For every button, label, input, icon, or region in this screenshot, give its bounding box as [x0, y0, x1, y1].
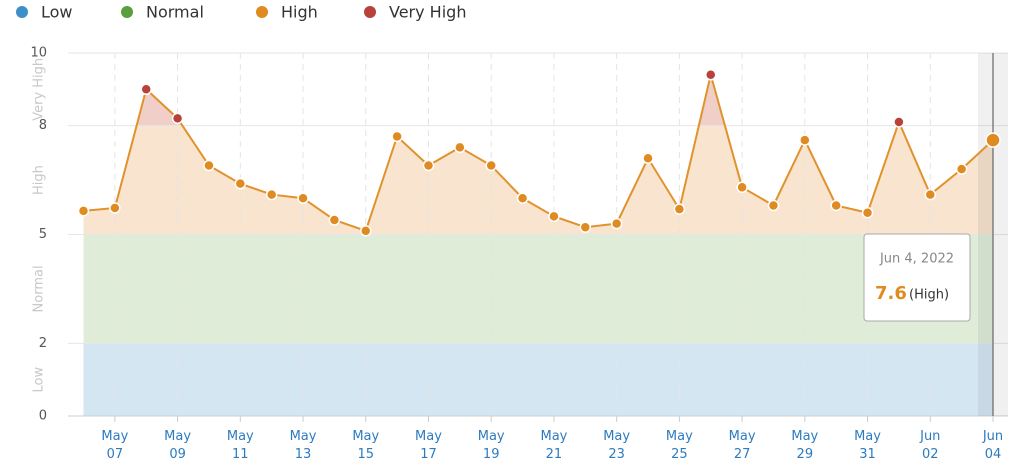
band-label: Normal — [32, 265, 47, 312]
tooltip-level: (High) — [909, 288, 949, 303]
level-area — [136, 74, 901, 126]
point — [548, 210, 560, 223]
y-tick-label: 8 — [39, 118, 47, 133]
point — [265, 188, 278, 201]
x-tick-label: May 19 — [478, 429, 505, 462]
point — [109, 202, 121, 214]
legend-marker — [364, 6, 376, 18]
legend-marker — [16, 6, 28, 18]
legend-marker — [121, 6, 133, 18]
x-tick-label: May 21 — [540, 429, 567, 462]
point — [360, 225, 372, 237]
legend-label: Normal — [146, 3, 204, 22]
point — [77, 205, 90, 217]
tooltip-box — [863, 233, 971, 322]
y-tick-label: 2 — [39, 336, 47, 351]
level-area — [83, 343, 993, 416]
point — [391, 130, 403, 143]
point — [736, 181, 748, 194]
band-label: Low — [32, 367, 47, 393]
point — [579, 221, 592, 233]
point — [985, 132, 1001, 148]
x-tick-label: May 17 — [415, 429, 442, 462]
tooltip-value: 7.6 — [875, 283, 907, 304]
x-tick-label: May 23 — [603, 429, 630, 462]
point — [140, 83, 152, 96]
point — [673, 203, 686, 215]
point — [485, 159, 497, 172]
x-tick-label: May 25 — [666, 429, 693, 462]
point — [893, 116, 905, 128]
band-label: High — [32, 165, 47, 195]
legend-label: Low — [41, 3, 73, 22]
legend-label: High — [281, 3, 318, 22]
x-tick-label: May 09 — [164, 429, 191, 462]
level-area — [83, 234, 993, 344]
point — [516, 192, 529, 204]
point — [203, 159, 215, 172]
level-area — [83, 125, 993, 235]
point — [830, 199, 842, 212]
point — [171, 112, 184, 125]
point — [799, 134, 811, 146]
x-tick-label: May 29 — [791, 429, 818, 462]
y-tick-label: 0 — [39, 409, 47, 424]
x-tick-label: May 31 — [854, 429, 881, 462]
legend-marker — [256, 6, 268, 18]
point — [704, 69, 717, 81]
x-tick-label: May 27 — [729, 429, 756, 462]
point — [297, 192, 309, 204]
point — [422, 159, 435, 172]
tooltip-date: Jun 4, 2022 — [879, 252, 954, 267]
point — [955, 163, 968, 175]
point — [454, 141, 466, 154]
point — [610, 217, 623, 230]
x-tick-label: May 13 — [290, 429, 317, 462]
legend-label: Very High — [389, 3, 466, 22]
point — [234, 177, 247, 190]
x-tick-label: May 15 — [352, 429, 379, 462]
point — [924, 188, 937, 201]
point — [861, 206, 874, 219]
x-tick-label: May 07 — [101, 429, 128, 462]
point — [642, 152, 654, 165]
band-label: Very High — [32, 58, 47, 121]
x-tick-label: Jun 02 — [919, 429, 940, 462]
x-tick-label: Jun 04 — [982, 429, 1003, 462]
y-tick-label: 10 — [30, 46, 47, 61]
point — [328, 214, 341, 226]
x-tick-label: May 11 — [227, 429, 254, 462]
y-tick-label: 5 — [39, 227, 47, 242]
point — [767, 199, 780, 212]
